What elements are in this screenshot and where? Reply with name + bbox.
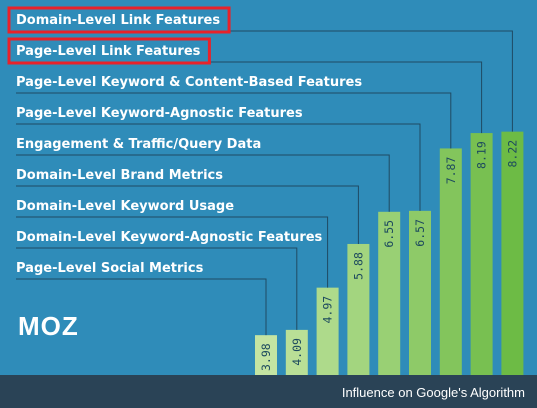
leader-line-1 xyxy=(16,278,267,336)
leader-line-4 xyxy=(16,185,359,244)
value-label-3: 4.97 xyxy=(321,296,335,324)
highlight-boxes-group xyxy=(7,6,231,65)
moz-logo: MOZ xyxy=(18,311,79,341)
category-label-3: Domain-Level Keyword Usage xyxy=(16,199,234,214)
category-label-6: Page-Level Keyword-Agnostic Features xyxy=(16,106,303,121)
value-label-7: 7.87 xyxy=(444,157,458,185)
highlight-box-8 xyxy=(7,37,211,65)
leader-line-3 xyxy=(16,216,329,288)
category-label-9: Domain-Level Link Features xyxy=(16,13,220,28)
bar-9 xyxy=(501,131,524,375)
leader-line-7 xyxy=(16,92,452,149)
highlight-box-9 xyxy=(7,6,231,34)
bar-1 xyxy=(255,335,277,375)
leader-line-5 xyxy=(16,154,390,212)
value-label-9: 8.22 xyxy=(505,140,519,168)
category-label-1: Page-Level Social Metrics xyxy=(16,261,204,276)
bar-8 xyxy=(470,133,493,375)
bar-5 xyxy=(378,211,401,375)
value-label-8: 8.19 xyxy=(475,141,489,169)
category-labels-group: Page-Level Social Metrics Domain-Level Ke… xyxy=(16,13,362,276)
category-label-2: Domain-Level Keyword-Agnostic Features xyxy=(16,230,323,245)
value-label-6: 6.57 xyxy=(413,219,427,247)
bar-6 xyxy=(409,210,431,375)
value-label-1: 3.98 xyxy=(259,343,273,371)
footer-bar xyxy=(0,375,537,408)
leader-line-2 xyxy=(16,247,298,330)
leader-line-6 xyxy=(16,123,421,211)
category-label-8: Page-Level Link Features xyxy=(16,44,201,59)
axis-label: Influence on Google's Algorithm xyxy=(342,385,525,400)
bar-4 xyxy=(347,243,370,375)
bar-2 xyxy=(285,329,308,375)
bar-7 xyxy=(439,148,462,375)
bars-group: 3.98 4.09 4.97 5.88 6.55 6.57 7.87 8.19 8.22 xyxy=(255,131,524,375)
category-label-4: Domain-Level Brand Metrics xyxy=(16,168,223,183)
leader-line-8 xyxy=(16,61,483,134)
bar-3 xyxy=(316,287,339,375)
value-label-5: 6.55 xyxy=(382,220,396,248)
value-label-2: 4.09 xyxy=(290,338,304,366)
category-label-7: Page-Level Keyword & Content-Based Featu… xyxy=(16,75,362,90)
category-label-5: Engagement & Traffic/Query Data xyxy=(16,137,261,152)
value-label-4: 5.88 xyxy=(351,252,365,280)
